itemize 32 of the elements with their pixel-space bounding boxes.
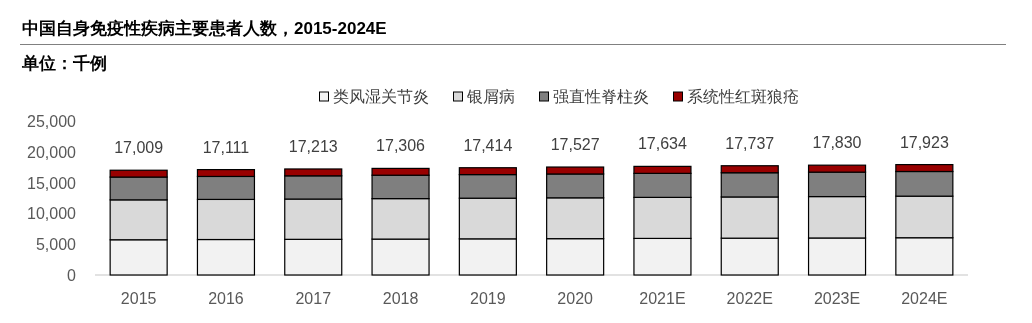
total-label: 17,737 — [725, 134, 775, 152]
y-tick-label: 25,000 — [27, 113, 77, 130]
total-label: 17,306 — [376, 137, 426, 155]
total-label: 17,527 — [550, 136, 600, 154]
y-tick-label: 20,000 — [27, 143, 77, 161]
legend-label: 类风湿关节炎 — [332, 88, 429, 105]
x-tick-label: 2019 — [470, 290, 506, 307]
y-tick-label: 15,000 — [27, 174, 77, 192]
chart-title: 中国自身免疫性疾病主要患者人数，2015-2024E — [22, 19, 387, 38]
y-tick-label: 0 — [67, 267, 77, 284]
x-tick-label: 2024E — [901, 290, 948, 307]
total-label: 17,111 — [202, 138, 250, 156]
x-tick-label: 2023E — [813, 290, 861, 307]
total-label: 17,830 — [812, 134, 862, 152]
y-tick-label: 5,000 — [35, 236, 77, 254]
chart-subtitle: 单位：千例 — [21, 54, 107, 73]
legend-label: 银屑病 — [465, 88, 515, 105]
total-label: 17,009 — [114, 139, 164, 157]
total-label: 17,414 — [463, 136, 513, 154]
x-tick-label: 2018 — [382, 290, 419, 307]
y-tick-label: 10,000 — [27, 205, 77, 223]
legend-label: 系统性红斑狼疮 — [686, 88, 799, 105]
x-tick-label: 2016 — [208, 290, 244, 307]
x-tick-label: 2017 — [295, 290, 332, 307]
x-tick-label: 2015 — [120, 290, 157, 307]
x-tick-label: 2020 — [557, 290, 594, 307]
legend-label: 强直性脊柱炎 — [552, 88, 649, 105]
x-tick-label: 2022E — [726, 290, 773, 307]
total-label: 17,923 — [899, 133, 949, 151]
x-tick-label: 2021E — [639, 290, 686, 307]
total-label: 17,213 — [288, 137, 338, 155]
total-label: 17,634 — [637, 135, 688, 153]
